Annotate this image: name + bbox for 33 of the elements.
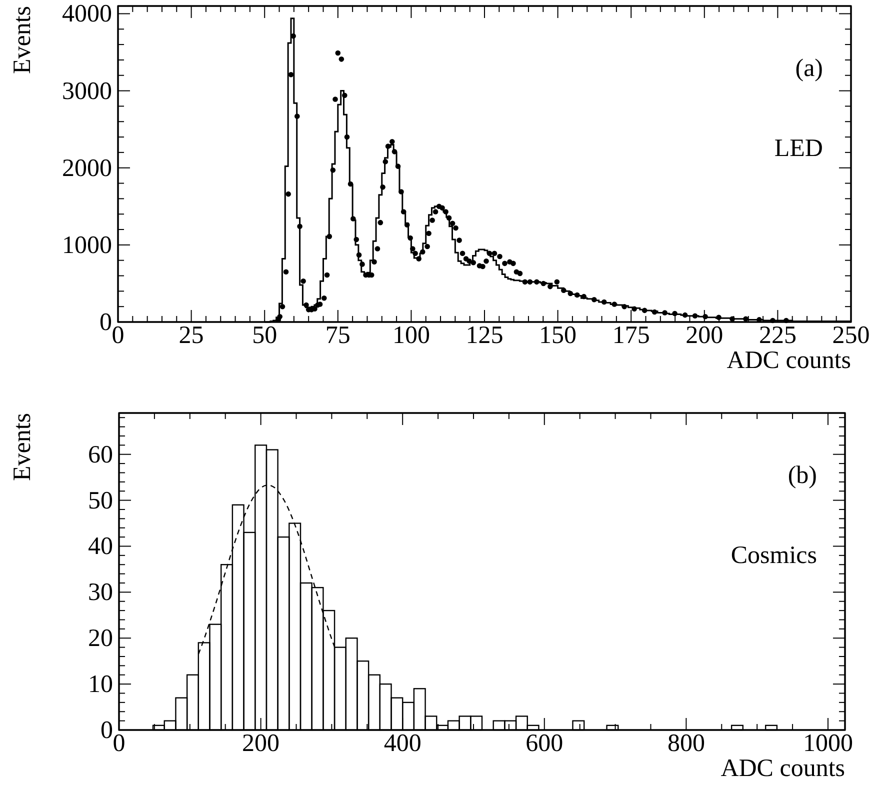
x-tick-label: 25 [178, 322, 204, 349]
x-axis-title: ADC counts [720, 755, 845, 782]
annotation: (a) [795, 55, 823, 82]
x-tick-label: 100 [392, 322, 430, 349]
annotation: LED [774, 135, 823, 162]
y-tick-label: 2000 [62, 154, 112, 182]
x-tick-label: 250 [832, 322, 870, 349]
y-tick-label: 10 [88, 671, 113, 698]
x-tick-label: 200 [686, 322, 724, 349]
x-axis-title: ADC counts [726, 347, 851, 374]
y-tick-label: 30 [88, 579, 113, 606]
x-tick-label: 50 [252, 322, 278, 349]
y-axis-title: Events [9, 6, 36, 74]
annotation: Cosmics [730, 542, 817, 569]
x-tick-label: 125 [466, 322, 504, 349]
y-tick-label: 1000 [62, 232, 112, 259]
y-axis-title: Events [9, 413, 36, 482]
x-tick-label: 800 [667, 730, 705, 757]
x-tick-label: 600 [526, 730, 564, 757]
x-tick-label: 75 [325, 322, 350, 349]
y-tick-label: 60 [88, 441, 113, 468]
x-tick-label: 200 [242, 730, 280, 757]
x-tick-label: 225 [758, 322, 796, 349]
y-tick-label: 40 [88, 533, 113, 560]
y-tick-label: 4000 [62, 0, 112, 28]
annotation: (b) [788, 462, 817, 489]
x-tick-label: 175 [612, 322, 650, 349]
x-tick-label: 1000 [802, 730, 853, 757]
y-tick-label: 50 [88, 487, 113, 514]
y-tick-label: 20 [88, 625, 113, 652]
x-tick-label: 400 [384, 730, 422, 757]
y-tick-label: 3000 [62, 78, 112, 105]
x-tick-label: 150 [539, 322, 577, 349]
